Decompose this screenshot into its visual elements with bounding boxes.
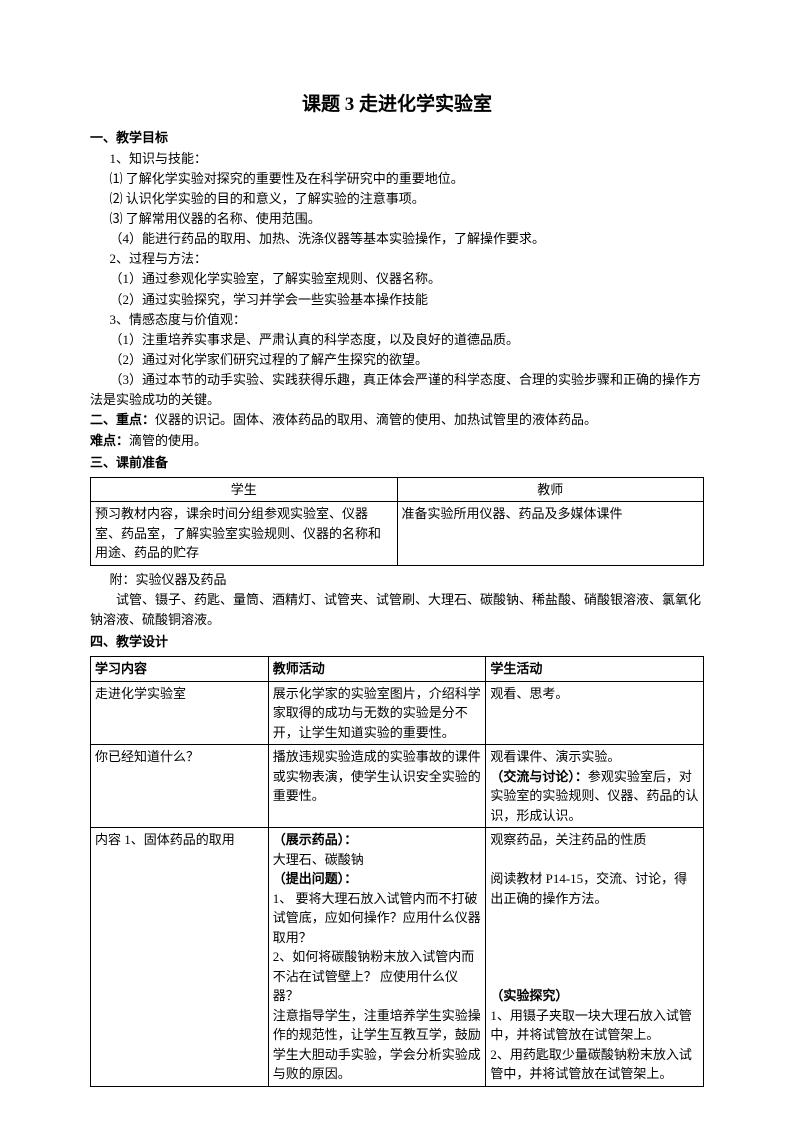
sub3-heading: 3、情感态度与价值观： [90,310,704,330]
page-title: 课题 3 走进化学实验室 [90,90,704,120]
section3-heading: 三、课前准备 [90,453,704,473]
table-header: 教师 [397,477,704,502]
cell-text: 1、 要将大理石放入试管内而不打破试管底，应如何操作？应用什么仪器取用？ [273,891,481,945]
item: ⑶ 了解常用仪器的名称、使用范围。 [90,209,704,229]
cell-text: 2、如何将碳酸钠粉末放入试管内而不沾在试管壁上？ 应使用什么仪器？ [273,949,475,1003]
item: （3）通过本节的动手实验、实践获得乐趣，真正体会严谨的科学态度、合理的实验步骤和… [90,370,704,410]
section2-heading: 二、重点：仪器的识记。固体、液体药品的取用、滴管的使用、加热试管里的液体药品。 [90,410,704,430]
appendix-text: 试管、镊子、药匙、量筒、酒精灯、试管夹、试管刷、大理石、碳酸钠、稀盐酸、硝酸银溶… [90,590,704,630]
difficulty-line: 难点：滴管的使用。 [90,431,704,451]
item: ⑵ 认识化学实验的目的和意义，了解实验的注意事项。 [90,189,704,209]
sub2-heading: 2、过程与方法： [90,249,704,269]
table-cell: 内容 1、固体药品的取用 [91,828,269,1087]
cell-text: 观察药品，关注药品的性质 [490,832,646,847]
item: （1）注重培养实事求是、严肃认真的科学态度，以及良好的道德品质。 [90,330,704,350]
difficulty-label: 难点： [90,433,129,448]
section4-heading: 四、教学设计 [90,632,704,652]
cell-text: 观看课件、演示实验。 [490,749,620,764]
cell-text: 1、用镊子夹取一块大理石放入试管中，并将试管放在试管架上。 [490,1008,692,1043]
cell-bold: （展示药品）： [273,832,358,847]
cell-bold: （交流与讨论）： [490,769,588,784]
table-cell: 走进化学实验室 [91,681,269,745]
item: （2）通过实验探究，学习并学会一些实验基本操作技能 [90,290,704,310]
cell-bold: （实验探究） [490,988,568,1003]
difficulty-text: 滴管的使用。 [129,433,207,448]
table-cell: 展示化学家的实验室图片，介绍科学家取得的成功与无数的实验是分不开，让学生知道实验… [268,681,486,745]
table-cell: 准备实验所用仪器、药品及多媒体课件 [397,502,704,566]
item: （2）通过对化学家们研究过程的了解产生探究的欲望。 [90,350,704,370]
table-cell: 播放违规实验造成的实验事故的课件或实物表演，使学生认识安全实验的重要性。 [268,745,486,828]
table-cell: 观看课件、演示实验。 （交流与讨论）：参观实验室后，对实验室的实验规则、仪器、药… [486,745,704,828]
item: （4）能进行药品的取用、加热、洗涤仪器等基本实验操作，了解操作要求。 [90,229,704,249]
table-cell: （展示药品）： 大理石、碳酸钠 （提出问题）： 1、 要将大理石放入试管内而不打… [268,828,486,1087]
cell-text: 大理石、碳酸钠 [273,852,364,867]
table-cell: 预习教材内容，课余时间分组参观实验室、仪器室、药品室，了解实验室实验规则、仪器的… [91,502,398,566]
section1-heading: 一、教学目标 [90,128,704,148]
table-header: 学习内容 [91,657,269,682]
cell-bold: （提出问题）： [273,871,358,886]
table-cell: 观察药品，关注药品的性质 阅读教材 P14-15，交流、讨论，得出正确的操作方法… [486,828,704,1087]
cell-text: 注意指导学生，注重培养学生实验操作的规范性，让学生互教互学，鼓励学生大胆动手实验… [273,1008,481,1082]
table-header: 学生 [91,477,398,502]
sub1-heading: 1、知识与技能： [90,149,704,169]
item: ⑴ 了解化学实验对探究的重要性及在科学研究中的重要地位。 [90,169,704,189]
table-header: 教师活动 [268,657,486,682]
teaching-design-table: 学习内容 教师活动 学生活动 走进化学实验室 展示化学家的实验室图片，介绍科学家… [90,656,704,1087]
cell-text: 阅读教材 P14-15，交流、讨论，得出正确的操作方法。 [490,871,687,906]
table-cell: 你已经知道什么？ [91,745,269,828]
cell-text: 2、用药匙取少量碳酸钠粉末放入试管中，并将试管放在试管架上。 [490,1047,692,1082]
item: （1）通过参观化学实验室，了解实验室规则、仪器名称。 [90,269,704,289]
emphasis-text: 仪器的识记。固体、液体药品的取用、滴管的使用、加热试管里的液体药品。 [155,412,597,427]
appendix-label: 附：实验仪器及药品 [90,570,704,590]
preparation-table: 学生 教师 预习教材内容，课余时间分组参观实验室、仪器室、药品室，了解实验室实验… [90,477,704,566]
table-cell: 观看、思考。 [486,681,704,745]
emphasis-label: 二、重点： [90,412,155,427]
table-header: 学生活动 [486,657,704,682]
